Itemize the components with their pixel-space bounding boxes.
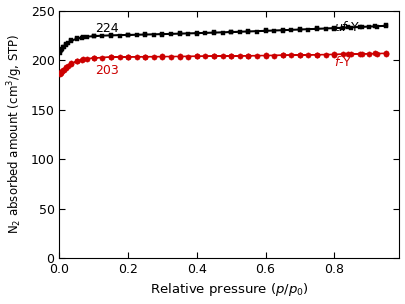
Text: 203: 203 — [96, 64, 119, 77]
X-axis label: Relative pressure ($p/p_0$): Relative pressure ($p/p_0$) — [150, 282, 309, 299]
Text: $\it{f}$-Y: $\it{f}$-Y — [334, 55, 353, 69]
Text: 224: 224 — [96, 22, 119, 35]
Y-axis label: N$_2$ absorbed amount (cm$^3$/g, STP): N$_2$ absorbed amount (cm$^3$/g, STP) — [6, 34, 25, 234]
Text: $\it{uf}$-Y: $\it{uf}$-Y — [334, 20, 361, 34]
